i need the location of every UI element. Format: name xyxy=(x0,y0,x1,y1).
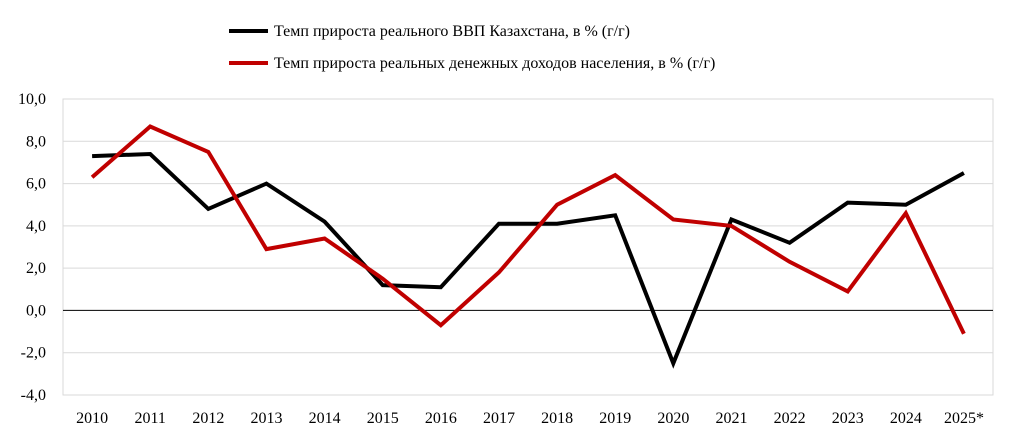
y-tick-label: -4,0 xyxy=(21,387,46,404)
x-tick-label: 2023 xyxy=(832,410,864,427)
x-tick-label: 2016 xyxy=(425,410,457,427)
gridlines xyxy=(63,98,993,396)
legend-label-1: Темп прироста реального ВВП Казахстана, … xyxy=(274,23,630,40)
x-tick-label: 2013 xyxy=(250,410,282,427)
x-tick-label: 2018 xyxy=(541,410,573,427)
x-tick-label: 2021 xyxy=(715,410,747,427)
y-tick-label: 8,0 xyxy=(26,133,46,150)
x-tick-label: 2015 xyxy=(367,410,399,427)
series-lines xyxy=(90,124,966,369)
x-tick-label: 2010 xyxy=(76,410,108,427)
x-tick-label: 2017 xyxy=(483,410,515,427)
x-tick-label: 2012 xyxy=(192,410,224,427)
plot-frame xyxy=(62,98,994,396)
series-line-2 xyxy=(90,124,966,335)
y-axis-tick-labels: -4,0 -2,0 0,0 2,0 4,0 6,0 8,0 10,0 xyxy=(18,91,46,404)
legend-label-2: Темп прироста реальных денежных доходов … xyxy=(274,55,715,72)
y-tick-label: 10,0 xyxy=(18,91,46,108)
legend: Темп прироста реального ВВП Казахстана, … xyxy=(229,23,715,72)
y-tick-label: 4,0 xyxy=(26,218,46,235)
x-tick-label: 2014 xyxy=(309,410,341,427)
x-tick-label: 2019 xyxy=(599,410,631,427)
x-tick-label: 2022 xyxy=(774,410,806,427)
x-tick-label: 2011 xyxy=(134,410,165,427)
plot-border xyxy=(62,98,994,396)
x-tick-label: 2025* xyxy=(944,410,984,427)
y-tick-label: -2,0 xyxy=(21,345,46,362)
x-axis-tick-labels: 2010 2011 2012 2013 2014 2015 2016 2017 2018 2019… xyxy=(76,410,984,427)
y-tick-label: 2,0 xyxy=(26,260,46,277)
y-tick-label: 0,0 xyxy=(26,302,46,319)
x-tick-label: 2020 xyxy=(657,410,689,427)
y-tick-label: 6,0 xyxy=(26,176,46,193)
x-tick-label: 2024 xyxy=(890,410,922,427)
series-line-1 xyxy=(92,151,965,369)
